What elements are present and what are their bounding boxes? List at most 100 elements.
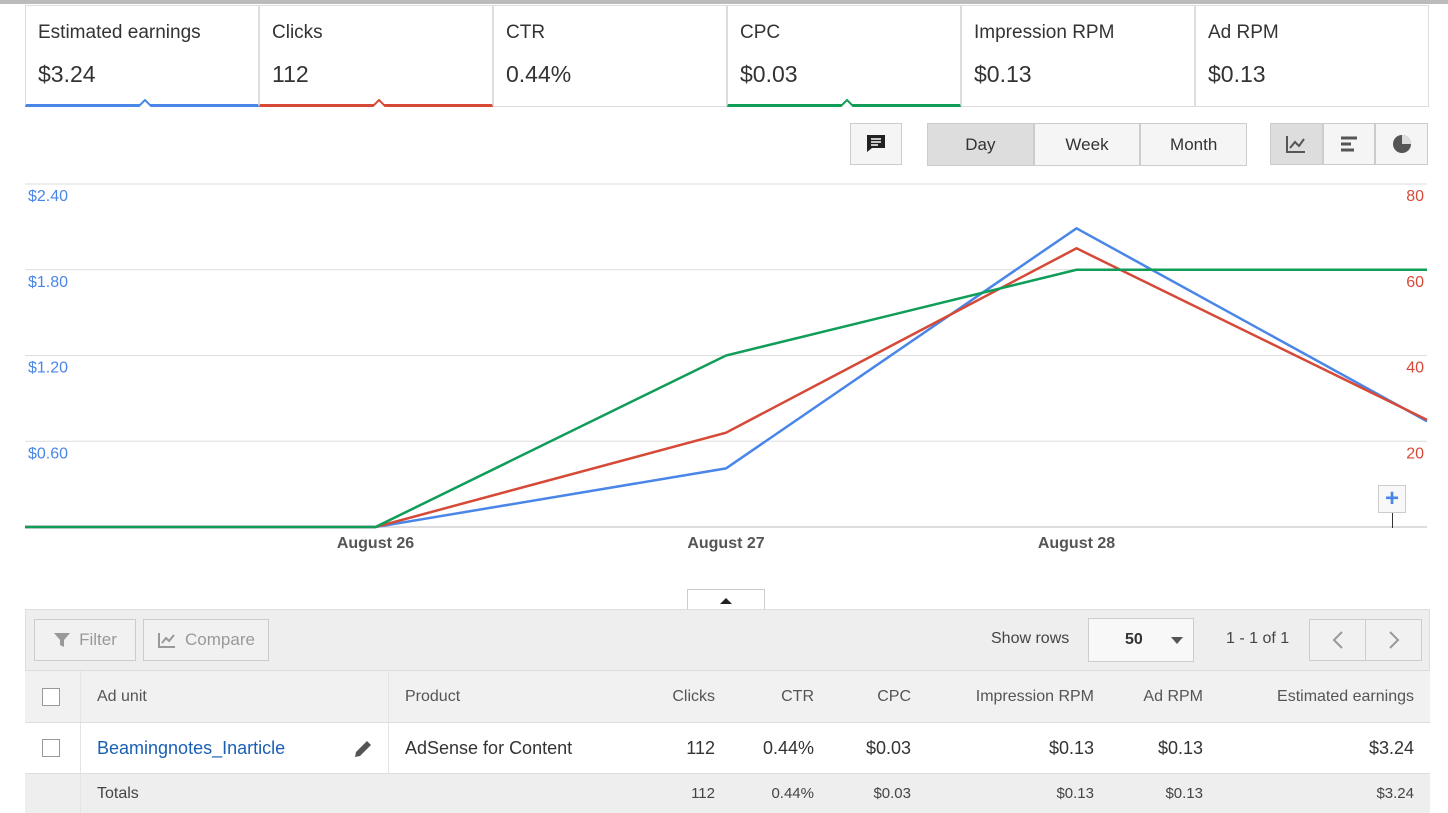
metric-notch: [372, 99, 386, 107]
data-cell: AdSense for Content: [388, 723, 645, 773]
data-cell[interactable]: Beamingnotes_Inarticle: [80, 723, 388, 773]
totals-cell: 0.44%: [771, 785, 814, 802]
filter-button[interactable]: Filter: [34, 619, 136, 661]
y-tick-label: $1.80: [28, 274, 68, 291]
header-cell: Estimated earnings: [1277, 687, 1414, 705]
header-cell: CPC: [877, 687, 911, 705]
data-cell: $0.13: [1157, 737, 1203, 758]
next-page[interactable]: [1365, 619, 1422, 661]
header-cell: CTR: [781, 687, 814, 705]
select-arrow: [1171, 637, 1183, 644]
x-tick-label: August 28: [1038, 535, 1115, 552]
metric-notch: [840, 99, 854, 107]
notch: [840, 99, 854, 107]
collapse-arrow: [720, 597, 732, 604]
metric-value: $0.03: [740, 61, 798, 87]
header-cell: Ad RPM: [1143, 687, 1203, 705]
totals-row: Totals 112 0.44% $0.03 $0.13 $0.13 $3.24: [25, 773, 1430, 813]
period-group: Day Week Month: [927, 123, 1248, 166]
compare-icon: [158, 633, 176, 648]
line-icon: [1286, 136, 1306, 153]
metric-card[interactable]: Estimated earnings $3.24: [25, 5, 259, 107]
metric-label: CPC: [740, 22, 781, 43]
series-line: [25, 268, 1427, 529]
metric-value: $3.24: [38, 61, 96, 87]
period-button[interactable]: Week: [1033, 123, 1141, 166]
prev-page[interactable]: [1309, 619, 1366, 661]
totals-cell: $0.13: [1165, 785, 1203, 802]
metric-card[interactable]: CPC $0.03: [727, 5, 961, 107]
header-cell: Product: [388, 671, 645, 722]
pagination: 1 - 1 of 1: [1226, 630, 1290, 647]
annotation-button[interactable]: [850, 123, 902, 165]
metric-label: Estimated earnings: [38, 22, 201, 43]
chart: $0.60 $1.20 $1.80 $2.40 20 40 60 80 August 26 Aug…: [25, 183, 1428, 552]
metric-card[interactable]: Impression RPM $0.13: [961, 5, 1195, 107]
y2-tick-label: 20: [1406, 445, 1424, 462]
comment-icon: [867, 135, 885, 152]
notch: [138, 99, 152, 107]
metric-card[interactable]: Clicks 112: [259, 5, 493, 107]
show-rows-label: Show rows: [991, 630, 1070, 647]
y2-tick-label: 60: [1406, 274, 1424, 291]
edit-icon[interactable]: [352, 738, 374, 760]
period-button[interactable]: Day: [927, 123, 1034, 166]
x-tick-label: August 26: [337, 535, 414, 552]
metric-value: $0.13: [1208, 61, 1266, 87]
rows-select[interactable]: 50: [1088, 618, 1194, 662]
pie-icon: [1392, 135, 1411, 153]
y-tick-label: $2.40: [28, 188, 68, 205]
add-annotation[interactable]: +: [1378, 485, 1406, 513]
rows-value: 50: [1125, 631, 1143, 648]
checkbox[interactable]: [42, 687, 60, 706]
collapse-tab[interactable]: [687, 589, 765, 611]
period-button[interactable]: Month: [1140, 123, 1248, 166]
data-cell: $0.03: [865, 737, 911, 758]
metric-label: Ad RPM: [1208, 22, 1279, 43]
metric-value: 112: [272, 61, 309, 87]
metric-value: $0.13: [974, 61, 1032, 87]
header-row: Ad unit Product Clicks CTR CPC Impression RPM…: [25, 670, 1430, 722]
metric-card[interactable]: CTR 0.44%: [493, 5, 727, 107]
annotation-stem: [1392, 513, 1393, 528]
top-bar: [0, 0, 1448, 4]
series-line: [25, 246, 1428, 529]
next-icon: [1388, 631, 1399, 649]
header-cell: Impression RPM: [975, 687, 1094, 705]
metric-value: 0.44%: [506, 61, 572, 87]
chart-type-group: [1270, 123, 1429, 165]
header-cell: Ad unit: [80, 671, 388, 722]
y2-tick-label: 80: [1406, 188, 1424, 205]
metric-label: Impression RPM: [974, 22, 1115, 43]
pie-chart-button[interactable]: [1375, 123, 1429, 165]
x-tick-label: August 27: [687, 535, 764, 552]
data-cell: $3.24: [1368, 737, 1414, 758]
metric-notch: [138, 99, 152, 107]
notch: [372, 99, 386, 107]
filter-label: Filter: [79, 630, 117, 649]
pencil: [355, 741, 371, 757]
totals-label: Totals: [80, 774, 388, 813]
totals-cell: $3.24: [1376, 785, 1414, 802]
metric-label: Clicks: [272, 22, 323, 43]
compare-button[interactable]: Compare: [143, 619, 269, 661]
report-table: Ad unit Product Clicks CTR CPC Impression RPM…: [25, 670, 1430, 813]
data-row: Beamingnotes_Inarticle AdSense for Conten…: [25, 722, 1430, 773]
totals-cell: 112: [691, 785, 715, 802]
series-line: [25, 226, 1428, 529]
prev-icon: [1332, 631, 1343, 649]
compare-label: Compare: [185, 630, 255, 649]
bar-icon: [1341, 136, 1357, 152]
metric-card[interactable]: Ad RPM $0.13: [1195, 5, 1429, 107]
data-cell: 112: [686, 737, 715, 758]
data-cell: 0.44%: [762, 737, 814, 758]
data-cell: $0.13: [1048, 737, 1094, 758]
filter-icon: [54, 633, 71, 647]
bar-chart-button[interactable]: [1322, 123, 1376, 165]
totals-cell: $0.13: [1056, 785, 1094, 802]
totals-cell: $0.03: [873, 785, 911, 802]
checkbox[interactable]: [42, 739, 60, 757]
line-chart-button[interactable]: [1270, 123, 1323, 165]
header-cell: Clicks: [672, 687, 715, 705]
